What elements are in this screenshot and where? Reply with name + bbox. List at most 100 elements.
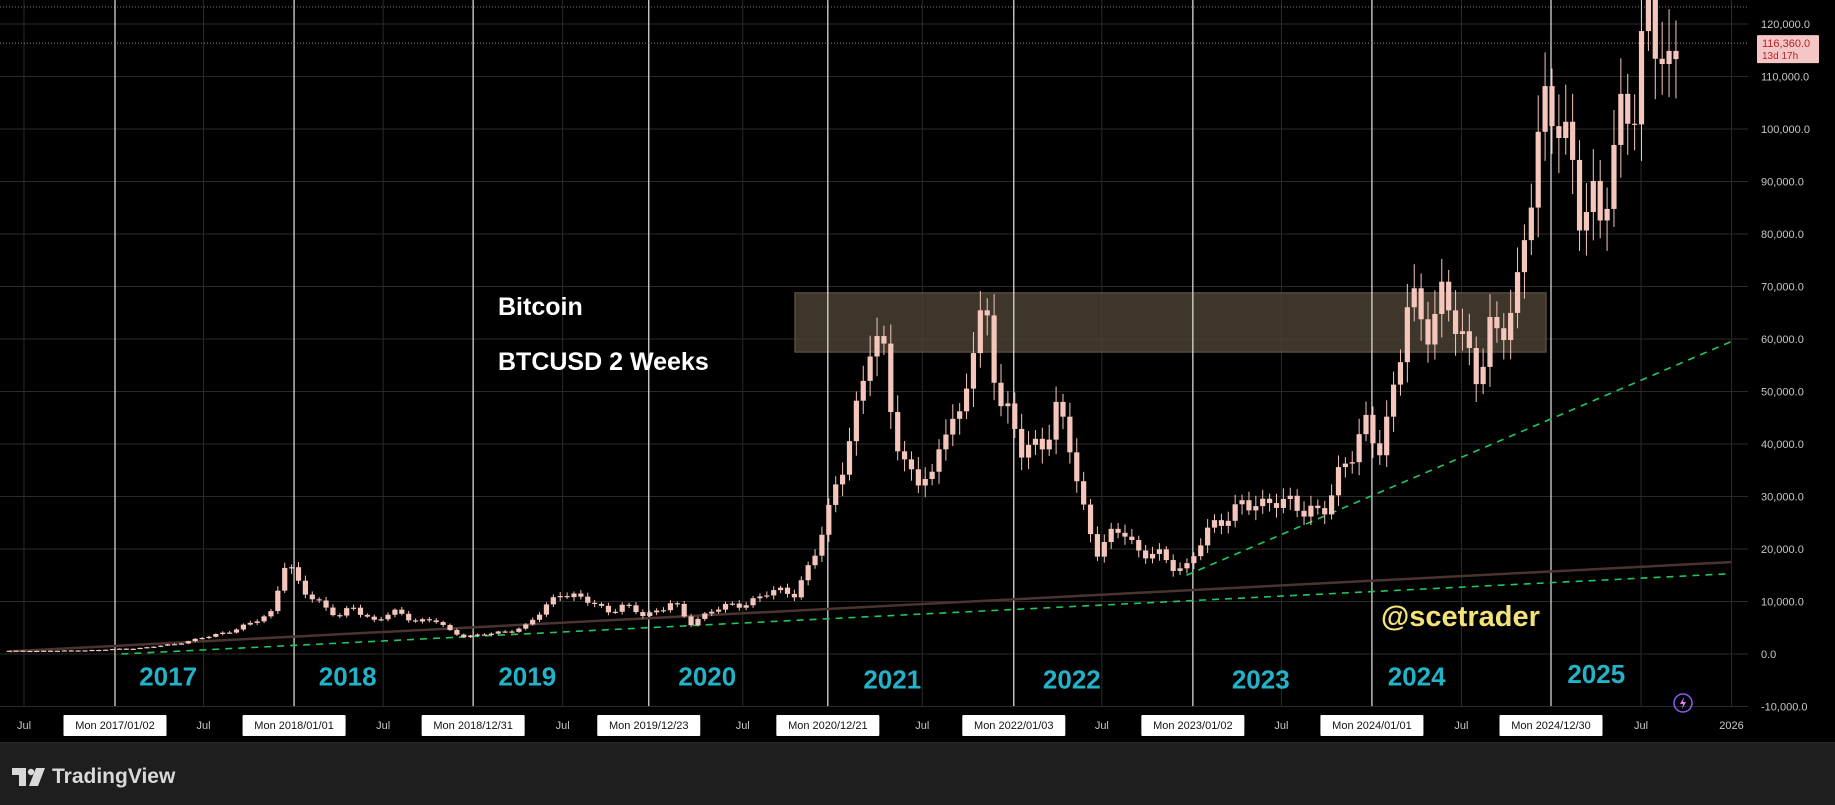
candle-body xyxy=(502,631,508,633)
x-tick-label-box xyxy=(1141,715,1245,736)
x-tick-label: Jul xyxy=(17,720,31,732)
tradingview-logo[interactable]: TradingView xyxy=(12,765,175,789)
candle-body xyxy=(1466,331,1472,349)
y-tick-label: 10,000.0 xyxy=(1761,597,1804,609)
candle-body xyxy=(963,388,970,412)
candle-body xyxy=(1570,121,1576,160)
candle-body xyxy=(970,353,977,389)
y-tick-label: 30,000.0 xyxy=(1761,492,1804,504)
x-tick-label: Jul xyxy=(915,720,929,732)
candle-body xyxy=(130,648,136,650)
candle-body xyxy=(1549,86,1555,127)
candle-body xyxy=(929,471,935,479)
candle-body xyxy=(1046,439,1052,450)
candle-body xyxy=(1528,207,1534,241)
candle-body xyxy=(578,593,584,597)
x-tick-label-box xyxy=(242,715,346,736)
candle-body xyxy=(688,616,694,626)
candle-body xyxy=(1583,212,1590,231)
candle-body xyxy=(54,650,61,652)
candle-body xyxy=(1149,553,1156,559)
candle-body xyxy=(419,619,426,622)
x-tick-label: Jul xyxy=(1634,720,1648,732)
candle-body xyxy=(1253,506,1259,511)
candle-body xyxy=(957,411,963,419)
candle-body xyxy=(116,648,123,650)
candle-body xyxy=(27,650,33,653)
candle-body xyxy=(1094,534,1101,557)
candle-body xyxy=(654,610,660,613)
chart-area[interactable]: 120,000.0 110,000.0 100,000.0 90,000.0 80,00… xyxy=(0,0,1835,742)
candle-body xyxy=(1177,568,1183,571)
y-tick-label: 20,000.0 xyxy=(1761,544,1804,556)
candle-body xyxy=(1232,504,1238,521)
candle-body xyxy=(61,650,67,652)
candle-body xyxy=(6,650,12,652)
candle-body xyxy=(68,650,74,652)
candle-body xyxy=(261,616,267,622)
candle-body xyxy=(681,603,687,617)
candle-body xyxy=(1163,549,1169,561)
candle-body xyxy=(846,441,853,475)
y-tick-label: 70,000.0 xyxy=(1761,282,1804,294)
candle-body xyxy=(1604,208,1610,221)
candle-body xyxy=(295,567,302,581)
candle-body xyxy=(47,650,54,652)
candle-body xyxy=(1267,498,1273,504)
candle-body xyxy=(399,609,405,614)
candle-body xyxy=(1418,288,1424,320)
candle-body xyxy=(337,615,343,617)
candle-body xyxy=(1122,532,1128,537)
candle-body xyxy=(158,645,164,647)
chart-subtitle: BTCUSD 2 Weeks xyxy=(498,348,709,376)
candle-body xyxy=(454,630,460,635)
y-tick-label: 90,000.0 xyxy=(1761,177,1804,189)
candle-body xyxy=(137,647,143,650)
candle-body xyxy=(784,587,791,594)
candle-body xyxy=(702,613,708,619)
candle-body xyxy=(1370,414,1376,444)
x-tick-label: Jul xyxy=(1454,720,1468,732)
candle-body xyxy=(302,580,308,595)
candle-body xyxy=(1501,328,1507,341)
candle-body xyxy=(199,637,205,640)
candle-body xyxy=(1563,121,1569,139)
candle-body xyxy=(1294,495,1300,511)
chart-title: Bitcoin xyxy=(498,293,583,321)
candle-body xyxy=(1115,528,1121,533)
candle-body xyxy=(412,620,419,622)
candle-body xyxy=(96,649,102,652)
x-tick-label: Mon 2024/12/30 xyxy=(1511,720,1591,732)
candle-body xyxy=(798,580,804,598)
candle-body xyxy=(1673,50,1679,60)
candle-body xyxy=(440,622,446,625)
candle-body xyxy=(1260,498,1266,507)
x-tick-label: Mon 2019/12/23 xyxy=(609,720,689,732)
x-tick-label: Mon 2024/01/01 xyxy=(1332,720,1412,732)
candle-body xyxy=(1459,331,1466,334)
candle-body xyxy=(1287,495,1293,500)
candle-body xyxy=(1487,317,1493,367)
x-tick-label: Mon 2018/01/01 xyxy=(254,720,334,732)
candle-body xyxy=(1349,462,1355,464)
candle-body xyxy=(240,624,246,630)
candle-body xyxy=(1211,520,1218,528)
candle-body xyxy=(385,614,391,620)
candle-body xyxy=(323,600,329,608)
footer-bar: TradingView xyxy=(0,742,1835,805)
candle-body xyxy=(1074,452,1080,482)
tradingview-wordmark: TradingView xyxy=(52,765,176,788)
y-tick-label: 120,000.0 xyxy=(1761,19,1810,31)
candle-body xyxy=(977,310,983,354)
candle-body xyxy=(34,650,40,653)
candle-body xyxy=(89,649,95,652)
btcusd-chart[interactable]: 120,000.0 110,000.0 100,000.0 90,000.0 80,00… xyxy=(0,0,1835,742)
x-tick-label: Mon 2017/01/02 xyxy=(75,720,155,732)
y-tick-label: 60,000.0 xyxy=(1761,334,1804,346)
candle-body xyxy=(585,596,591,603)
candle-body xyxy=(812,555,818,566)
y-tick-label: -10,000.0 xyxy=(1761,702,1807,714)
candle-body xyxy=(826,504,832,535)
candle-body xyxy=(144,647,150,649)
candle-body xyxy=(1480,366,1486,385)
